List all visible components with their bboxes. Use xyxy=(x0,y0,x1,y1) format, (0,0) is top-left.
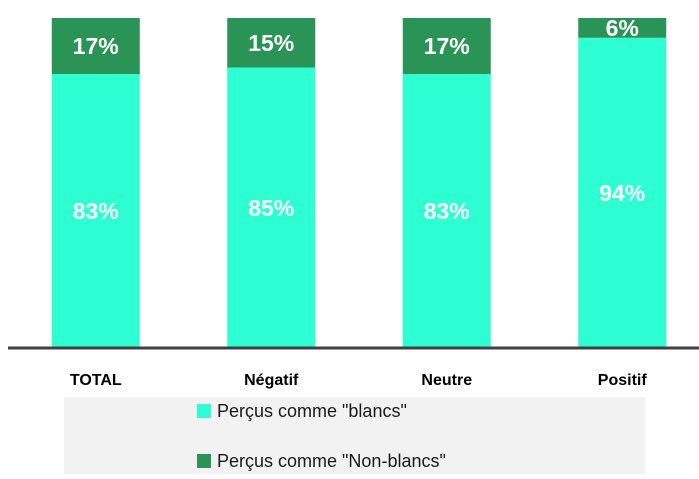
legend-label: Perçus comme "blancs" xyxy=(217,401,407,421)
bar-segment xyxy=(578,37,667,349)
bar-segment xyxy=(227,18,316,68)
legend-label: Perçus comme "Non-blancs" xyxy=(217,451,446,471)
value-label: 83% xyxy=(424,198,470,224)
value-label: 85% xyxy=(248,195,294,221)
value-label: 94% xyxy=(599,180,645,206)
value-label: 83% xyxy=(73,198,119,224)
value-label: 15% xyxy=(248,30,294,56)
legend-swatch xyxy=(197,404,211,418)
legend-swatch xyxy=(197,454,211,468)
bar-segment xyxy=(402,18,491,75)
x-tick-label: TOTAL xyxy=(70,372,122,389)
x-tick-label: Positif xyxy=(598,372,648,389)
legend-box xyxy=(64,397,645,474)
value-label: 6% xyxy=(606,15,639,41)
x-tick-label: Neutre xyxy=(421,372,472,389)
bar-segment xyxy=(51,74,140,348)
value-label: 17% xyxy=(73,33,119,59)
value-label: 17% xyxy=(424,33,470,59)
bar-segment xyxy=(227,67,316,348)
bar-segment xyxy=(51,18,140,75)
bar-segment xyxy=(402,74,491,348)
x-tick-label: Négatif xyxy=(244,372,299,389)
bar-segment xyxy=(578,18,667,38)
